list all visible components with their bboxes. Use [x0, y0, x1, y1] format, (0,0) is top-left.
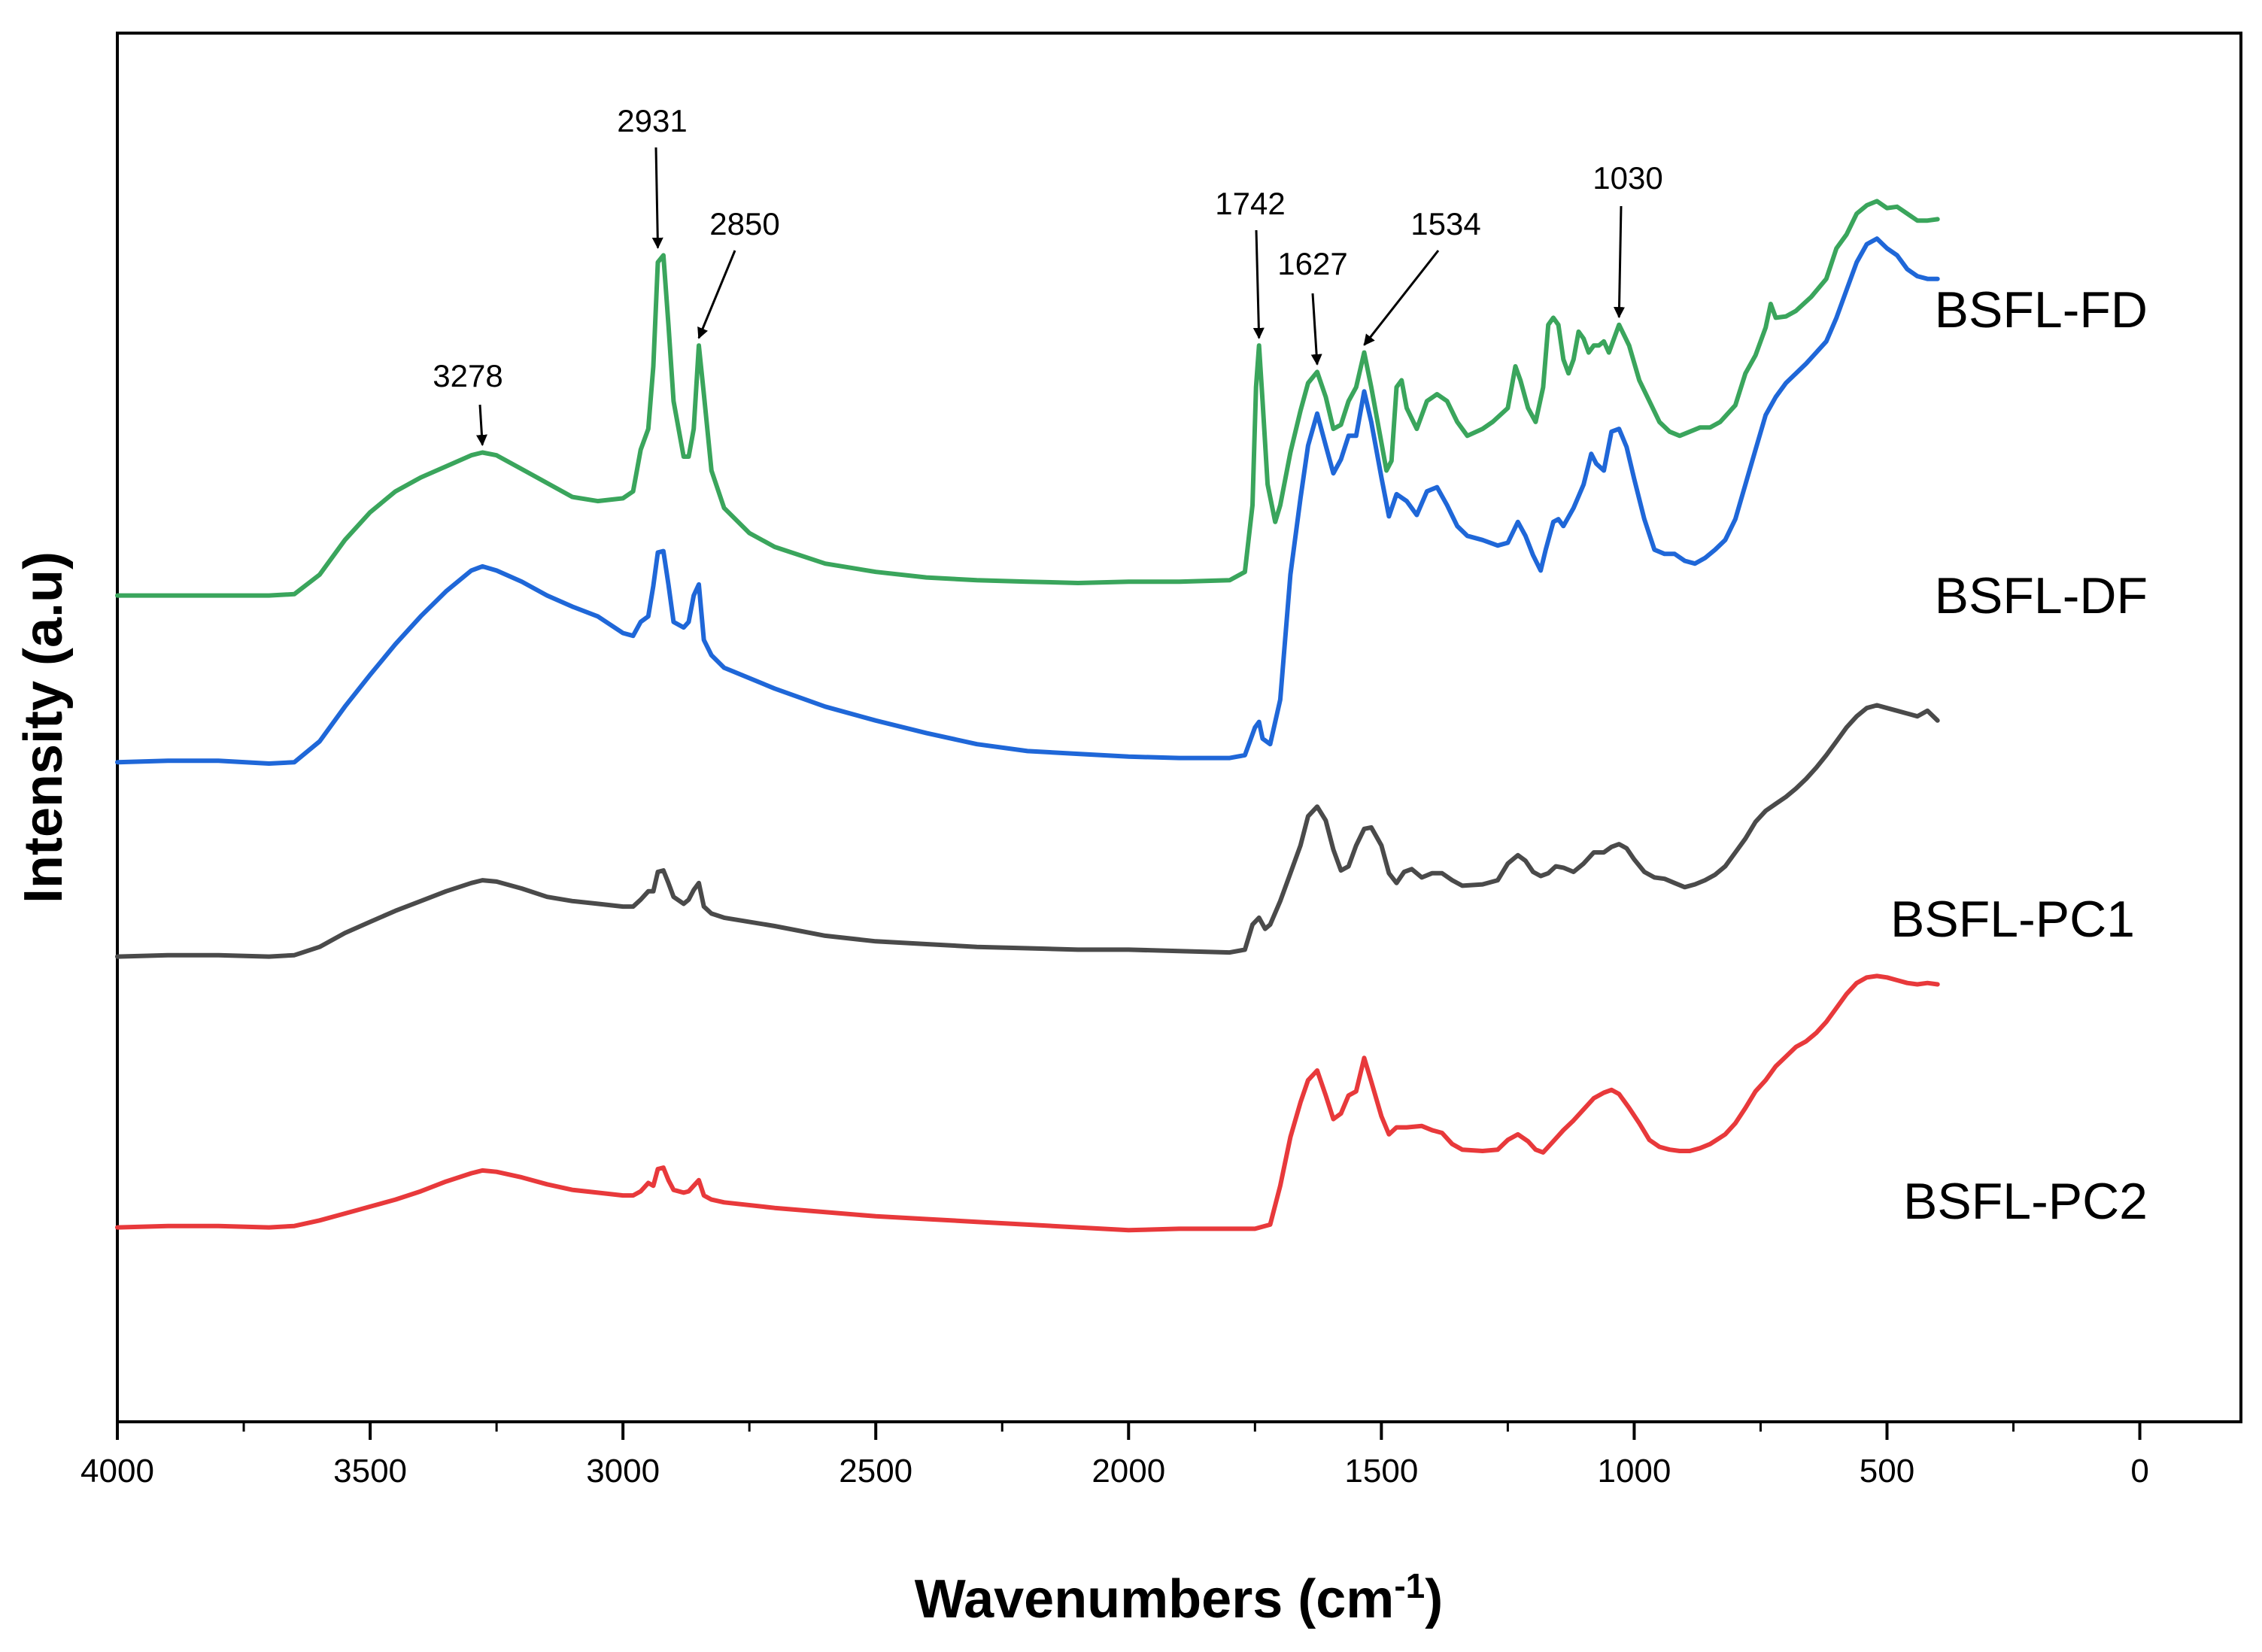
series-line-bsfl-df	[115, 236, 1940, 766]
x-tick-label: 500	[1860, 1453, 1914, 1490]
series-line-bsfl-pc1	[115, 703, 1940, 959]
x-axis-title: Wavenumbers (cm-1)	[915, 1566, 1443, 1629]
y-axis-title: Intensity (a.u)	[14, 551, 74, 903]
annotation-label: 1030	[1593, 160, 1662, 196]
plot-frame	[116, 32, 2242, 1423]
annotation-arrow	[475, 404, 487, 446]
annotation-arrow	[1363, 250, 1440, 346]
annotation-label: 1742	[1215, 186, 1285, 221]
annotation-arrow	[651, 147, 663, 249]
annotation-label: 2850	[709, 206, 779, 241]
annotation-arrow	[1614, 205, 1626, 319]
x-tick-label: 0	[2130, 1453, 2148, 1490]
annotation-label: 2931	[617, 103, 687, 138]
series-label-bsfl-pc1: BSFL-PC1	[1890, 891, 2135, 948]
annotation-label: 1534	[1410, 206, 1480, 241]
series-labels: BSFL-FD BSFL-DF BSFL-PC1 BSFL-PC2	[1890, 281, 2148, 1230]
annotation-label: 3278	[433, 358, 502, 393]
peak-annotations: 3278 2931 2850 1742 1627 1534 1030	[433, 103, 1663, 446]
series-label-bsfl-df: BSFL-DF	[1935, 567, 2148, 624]
series-layer	[115, 199, 1940, 1233]
x-tick-label: 3500	[333, 1453, 407, 1490]
x-tick-label: 2500	[839, 1453, 912, 1490]
x-axis-ticks: 4000 3500 3000 2500 2000 1500 1000 500 0	[80, 1422, 2149, 1490]
series-line-bsfl-pc2	[115, 973, 1940, 1233]
annotation-label: 1627	[1277, 246, 1347, 281]
x-tick-label: 1000	[1597, 1453, 1671, 1490]
annotation-arrow	[697, 250, 736, 339]
x-tick-label: 3000	[586, 1453, 660, 1490]
x-tick-label: 1500	[1344, 1453, 1418, 1490]
annotation-arrow	[1310, 293, 1322, 366]
annotation-arrow	[1252, 229, 1265, 339]
series-line-bsfl-fd	[115, 199, 1940, 598]
x-tick-label: 2000	[1092, 1453, 1165, 1490]
series-label-bsfl-fd: BSFL-FD	[1935, 281, 2148, 339]
series-label-bsfl-pc2: BSFL-PC2	[1903, 1173, 2148, 1230]
x-tick-label: 4000	[80, 1453, 154, 1490]
